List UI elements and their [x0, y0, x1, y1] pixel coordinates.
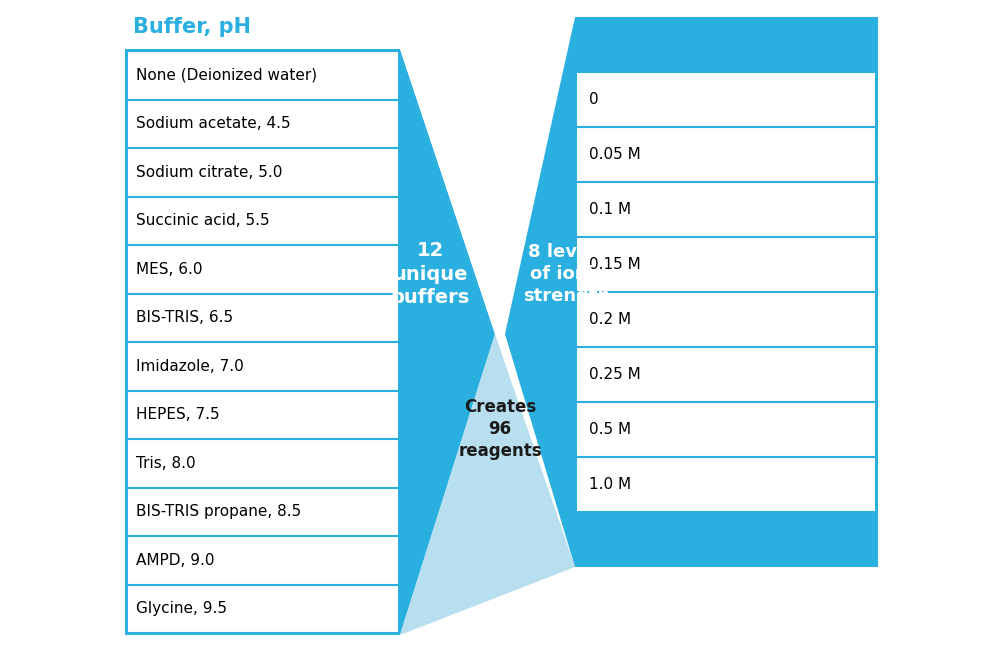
Text: Imidazole, 7.0: Imidazole, 7.0 — [136, 359, 244, 374]
FancyBboxPatch shape — [577, 72, 875, 512]
Text: 0.25 M: 0.25 M — [589, 367, 641, 382]
Text: Tris, 8.0: Tris, 8.0 — [136, 456, 196, 471]
Text: Sodium citrate, 5.0: Sodium citrate, 5.0 — [136, 165, 282, 179]
Text: Sodium acetate, 4.5: Sodium acetate, 4.5 — [136, 116, 291, 131]
Polygon shape — [400, 334, 575, 635]
Text: AMPD, 9.0: AMPD, 9.0 — [136, 553, 214, 568]
Polygon shape — [505, 17, 878, 567]
Text: 0.15 M: 0.15 M — [589, 257, 641, 272]
Text: 0.5 M: 0.5 M — [589, 422, 631, 437]
Text: HEPES, 7.5: HEPES, 7.5 — [136, 408, 220, 422]
Polygon shape — [125, 49, 495, 635]
Text: 1.0 M: 1.0 M — [589, 477, 631, 492]
Text: 0.1 M: 0.1 M — [589, 202, 631, 217]
Text: MES, 6.0: MES, 6.0 — [136, 261, 202, 277]
Text: 12
unique
buffers: 12 unique buffers — [390, 241, 470, 307]
Text: 0.05 M: 0.05 M — [589, 147, 641, 162]
Text: 8 levels
of ionic
strength: 8 levels of ionic strength — [523, 243, 611, 305]
Text: BIS-TRIS propane, 8.5: BIS-TRIS propane, 8.5 — [136, 504, 301, 519]
Polygon shape — [400, 17, 575, 334]
Text: 0.2 M: 0.2 M — [589, 312, 631, 327]
Text: 0: 0 — [589, 92, 599, 107]
Text: Creates
96
reagents: Creates 96 reagents — [458, 398, 542, 460]
Text: Ionic Strength (NaCl)
(Suggested Assay): Ionic Strength (NaCl) (Suggested Assay) — [610, 17, 842, 59]
Text: Glycine, 9.5: Glycine, 9.5 — [136, 601, 227, 616]
Text: Succinic acid, 5.5: Succinic acid, 5.5 — [136, 213, 270, 228]
Text: None (Deionized water): None (Deionized water) — [136, 68, 317, 83]
FancyBboxPatch shape — [128, 51, 398, 633]
Text: BIS-TRIS, 6.5: BIS-TRIS, 6.5 — [136, 310, 233, 325]
Text: Buffer, pH: Buffer, pH — [133, 17, 251, 37]
